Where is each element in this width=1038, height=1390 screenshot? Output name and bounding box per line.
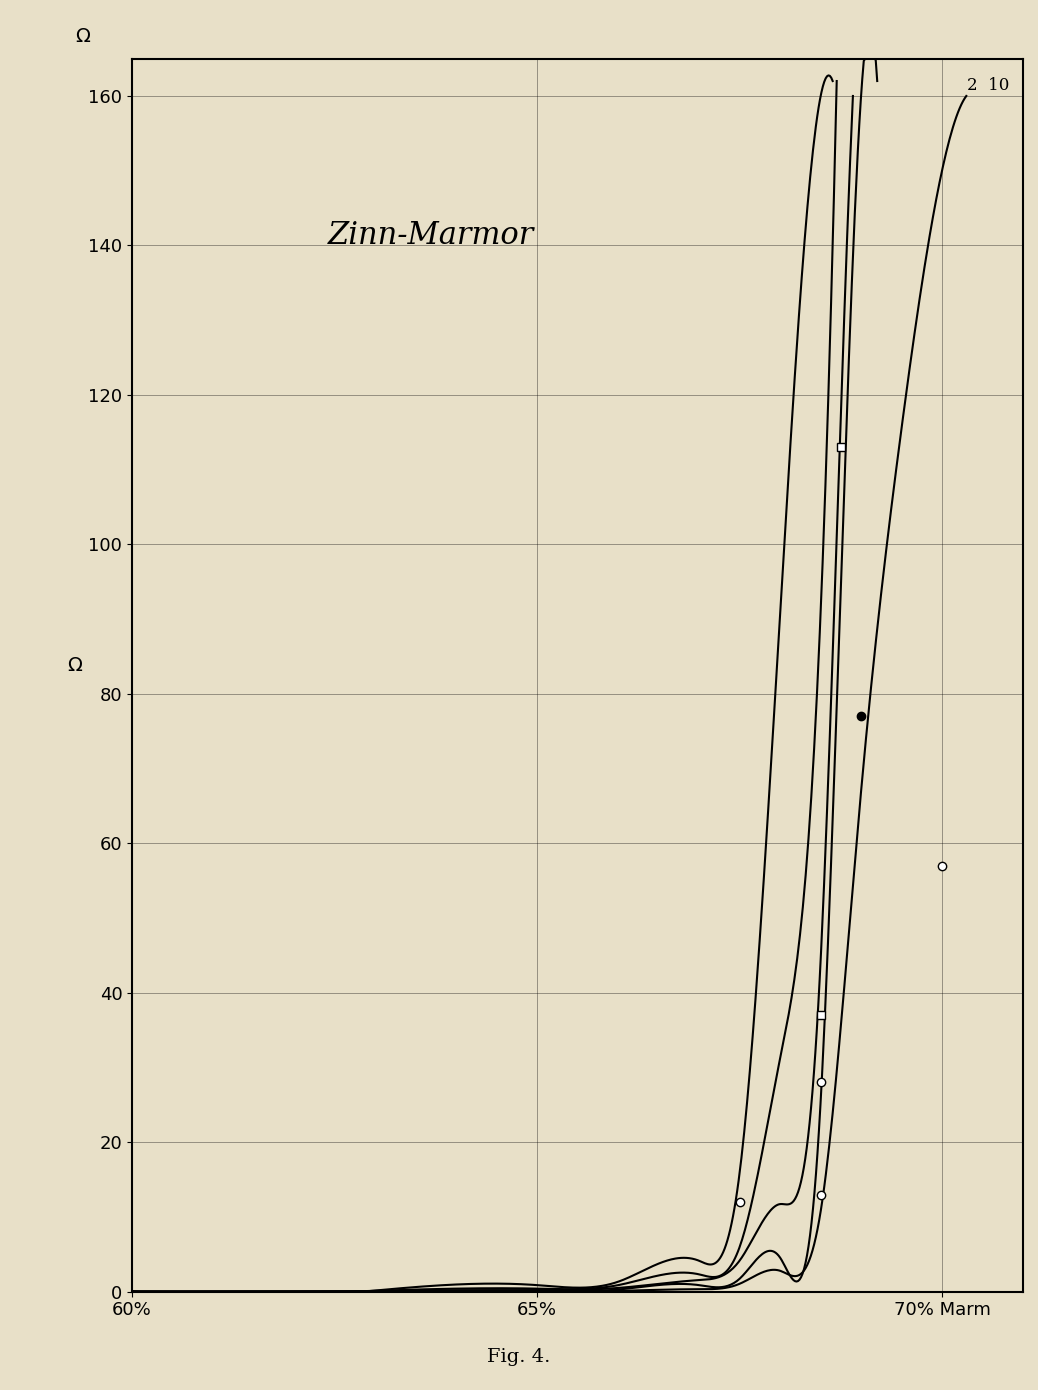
Text: Ω: Ω: [76, 28, 90, 46]
Text: Fig. 4.: Fig. 4.: [487, 1348, 551, 1366]
Text: 2  10: 2 10: [967, 76, 1010, 95]
Y-axis label: Ω: Ω: [66, 656, 82, 676]
Text: Zinn-Marmor: Zinn-Marmor: [328, 220, 535, 250]
